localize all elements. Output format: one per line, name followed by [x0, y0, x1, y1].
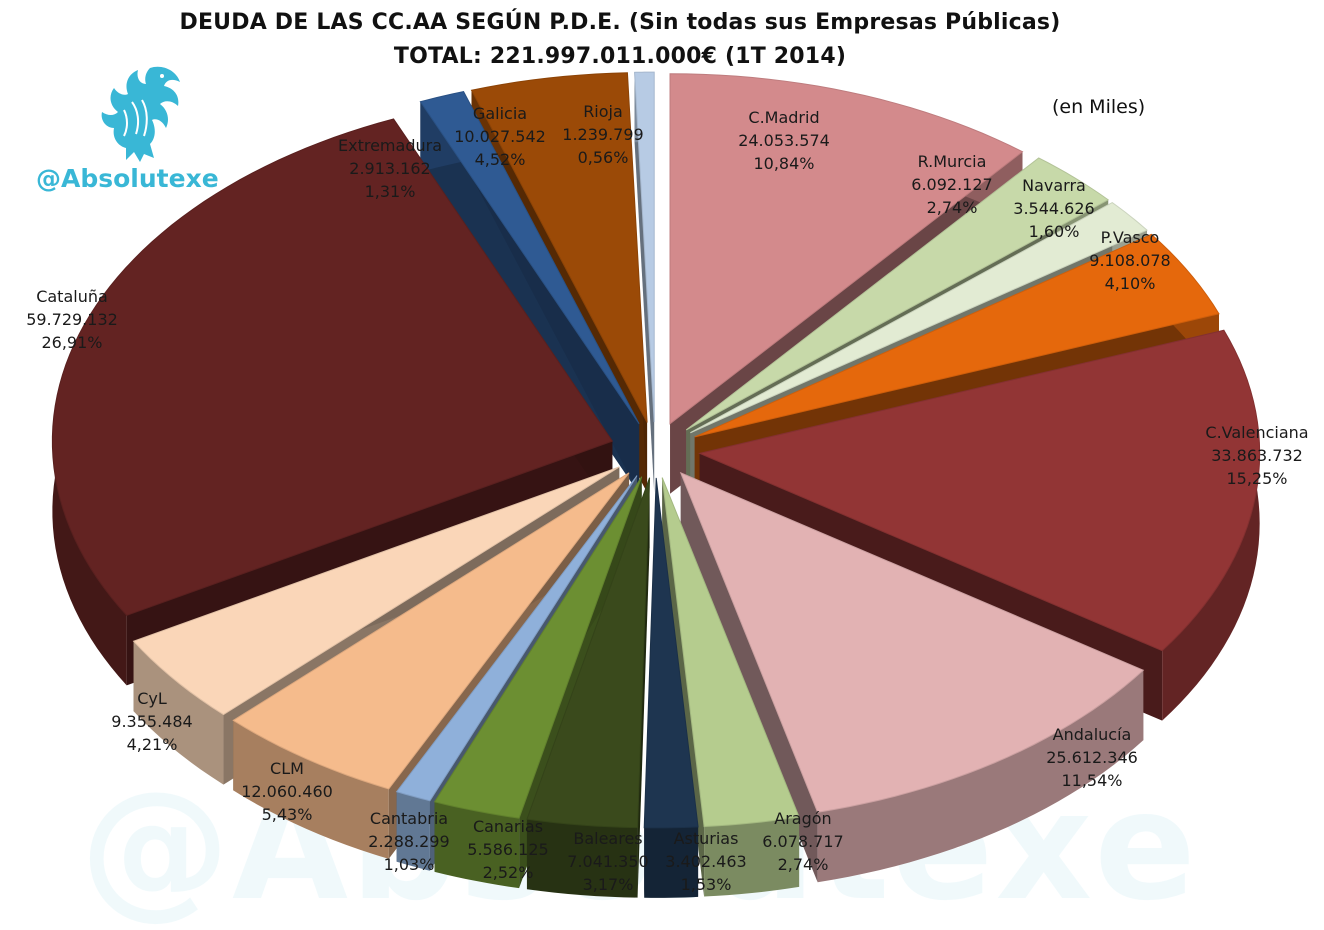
slice-percent: 26,91%	[41, 333, 103, 352]
slice-percent: 5,43%	[261, 805, 313, 824]
griffin-logo-icon	[101, 66, 180, 162]
slice-value: 2.288.299	[368, 832, 450, 851]
slice-label: Rioja 1.239.799 0,56%	[523, 100, 683, 169]
slice-name: Cataluña	[36, 287, 108, 306]
slice-name: Rioja	[583, 102, 623, 121]
slice-percent: 1,03%	[383, 855, 435, 874]
chart-subtitle: TOTAL: 221.997.011.000€ (1T 2014)	[393, 44, 847, 69]
slice-value: 5.586.125	[467, 840, 549, 859]
slice-name: Baleares	[573, 829, 643, 848]
slice-label: Galicia 10.027.542 4,52%	[420, 102, 580, 171]
slice-percent: 2,74%	[777, 855, 829, 874]
slice-value: 10.027.542	[454, 127, 546, 146]
slice-label: CLM 12.060.460 5,43%	[207, 757, 367, 826]
slice-name: Cantabria	[369, 809, 449, 828]
slice-label: Cataluña 59.729.132 26,91%	[0, 285, 152, 354]
slice-value: 1.239.799	[562, 125, 644, 144]
slice-percent: 1,53%	[680, 875, 732, 894]
slice-name: CyL	[137, 689, 167, 708]
slice-label: P.Vasco 9.108.078 4,10%	[1050, 226, 1210, 295]
slice-percent: 1,31%	[364, 182, 416, 201]
slice-name: Canarias	[472, 817, 544, 836]
slice-value: 6.092.127	[911, 175, 993, 194]
units-label: (en Miles)	[1052, 96, 1146, 118]
slice-percent: 10,84%	[753, 154, 815, 173]
slice-percent: 4,10%	[1104, 274, 1156, 293]
slice-label: Cantabria 2.288.299 1,03%	[329, 807, 489, 876]
slice-name: Aragón	[774, 809, 832, 828]
slice-value: 6.078.717	[762, 832, 844, 851]
slice-value: 7.041.350	[567, 852, 649, 871]
slice-name: Extremadura	[338, 136, 442, 155]
slice-value: 12.060.460	[241, 782, 333, 801]
slice-percent: 3,17%	[582, 875, 634, 894]
slice-name: C.Madrid	[748, 108, 820, 127]
slice-percent: 0,56%	[577, 148, 629, 167]
slice-label: Extremadura 2.913.162 1,31%	[310, 134, 470, 203]
slice-name: Galicia	[472, 104, 528, 123]
slice-percent: 4,52%	[474, 150, 526, 169]
slice-value: 9.355.484	[111, 712, 193, 731]
slice-label: C.Valenciana 33.863.732 15,25%	[1177, 421, 1324, 490]
slice-value: 25.612.346	[1046, 748, 1138, 767]
slice-percent: 4,21%	[126, 735, 178, 754]
pie-slice-extremadura	[419, 90, 640, 494]
slice-label: Navarra 3.544.626 1,60%	[974, 174, 1134, 243]
pie-slice-andaluc-a	[679, 471, 1145, 883]
slice-label: Andalucía 25.612.346 11,54%	[1012, 723, 1172, 792]
slice-value: 59.729.132	[26, 310, 118, 329]
slice-label: Aragón 6.078.717 2,74%	[723, 807, 883, 876]
slice-label: C.Madrid 24.053.574 10,84%	[704, 106, 864, 175]
chart-title: DEUDA DE LAS CC.AA SEGÚN P.D.E. (Sin tod…	[179, 10, 1061, 35]
slice-value: 24.053.574	[738, 131, 830, 150]
slice-percent: 15,25%	[1226, 469, 1288, 488]
slice-value: 3.544.626	[1013, 199, 1095, 218]
slice-label: Asturias 3.402.463 1,53%	[626, 827, 786, 896]
slice-label: R.Murcia 6.092.127 2,74%	[872, 150, 1032, 219]
slice-value: 2.913.162	[349, 159, 431, 178]
pie-slice-asturias	[643, 477, 699, 898]
slice-percent: 11,54%	[1061, 771, 1123, 790]
slice-value: 3.402.463	[665, 852, 747, 871]
slice-name: P.Vasco	[1100, 228, 1160, 247]
slice-name: Navarra	[1022, 176, 1086, 195]
slice-label: Canarias 5.586.125 2,52%	[428, 815, 588, 884]
pie-slice-rioja	[634, 71, 655, 493]
slice-name: Asturias	[673, 829, 739, 848]
slice-name: CLM	[270, 759, 304, 778]
slice-percent: 2,74%	[926, 198, 978, 217]
slice-percent: 1,60%	[1028, 222, 1080, 241]
pie-slice-baleares	[526, 477, 651, 898]
brand-handle: @Absolutexe	[36, 164, 219, 193]
slice-value: 33.863.732	[1211, 446, 1303, 465]
slice-label: Baleares 7.041.350 3,17%	[528, 827, 688, 896]
slice-label: CyL 9.355.484 4,21%	[72, 687, 232, 756]
slice-percent: 2,52%	[482, 863, 534, 882]
slice-name: R.Murcia	[917, 152, 987, 171]
slice-name: Andalucía	[1052, 725, 1132, 744]
slice-value: 9.108.078	[1089, 251, 1171, 270]
slice-name: C.Valenciana	[1205, 423, 1309, 442]
